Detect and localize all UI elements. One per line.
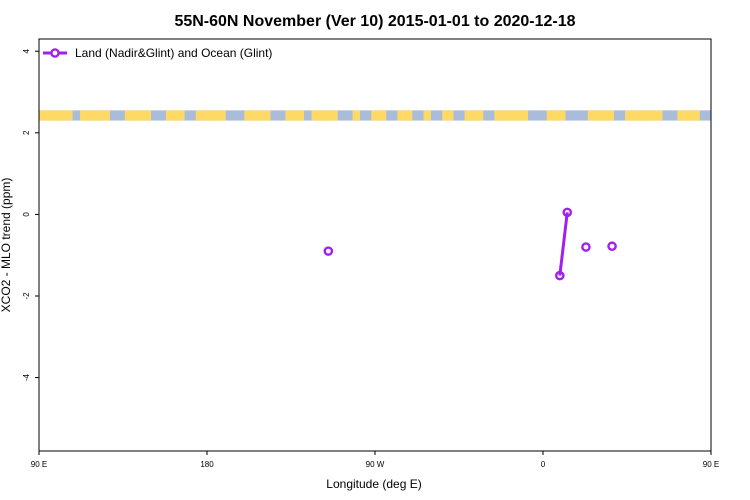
legend: Land (Nadir&Glint) and Ocean (Glint) [43, 46, 272, 60]
legend-entry-label: Land (Nadir&Glint) and Ocean (Glint) [75, 46, 272, 60]
map-strip-land [423, 110, 431, 121]
x-tick-label: 90 W [366, 460, 385, 469]
y-tick-label: -2 [22, 292, 31, 300]
data-point [555, 270, 565, 281]
chart-title: 55N-60N November (Ver 10) 2015-01-01 to … [174, 13, 575, 30]
map-strip-land [397, 110, 413, 121]
map-strip-land [124, 110, 151, 121]
legend-marker-swatch [50, 48, 60, 58]
data-point [607, 241, 617, 252]
y-axis: 4 2 0 -2 -4 [22, 48, 39, 381]
map-strip-land [587, 110, 614, 121]
plot-frame [38, 38, 712, 452]
map-strip-land [464, 110, 484, 121]
map-strip-land [39, 110, 73, 121]
y-axis-label: XCO2 - MLO trend (ppm) [0, 178, 13, 313]
map-strip-land [195, 110, 226, 121]
x-tick-label: 90 E [31, 460, 47, 469]
x-axis: 90 E 180 90 W 0 90 E [31, 451, 719, 469]
y-tick-label: -4 [22, 373, 31, 381]
map-strip [39, 110, 711, 121]
map-strip-land [442, 110, 454, 121]
data-point [323, 246, 334, 256]
map-strip-land [371, 110, 387, 121]
map-strip-land [311, 110, 338, 121]
x-tick-label: 0 [541, 460, 546, 469]
map-strip-land [494, 110, 529, 121]
map-strip-land [677, 110, 700, 121]
map-strip-land [285, 110, 305, 121]
series-line-segment [558, 212, 569, 276]
map-strip-land [165, 110, 185, 121]
series-layer [323, 207, 617, 281]
y-tick-label: 2 [22, 130, 31, 135]
x-tick-label: 180 [200, 460, 214, 469]
x-tick-label: 90 E [703, 460, 719, 469]
map-strip-land [625, 110, 663, 121]
map-strip-land [352, 110, 361, 121]
y-tick-label: 4 [22, 48, 31, 53]
map-strip-land [546, 110, 566, 121]
y-tick-label: 0 [22, 212, 31, 217]
map-strip-land [80, 110, 110, 121]
map-strip-land [244, 110, 271, 121]
data-point [562, 207, 573, 218]
data-point [581, 242, 591, 252]
x-axis-label: Longitude (deg E) [326, 477, 421, 491]
